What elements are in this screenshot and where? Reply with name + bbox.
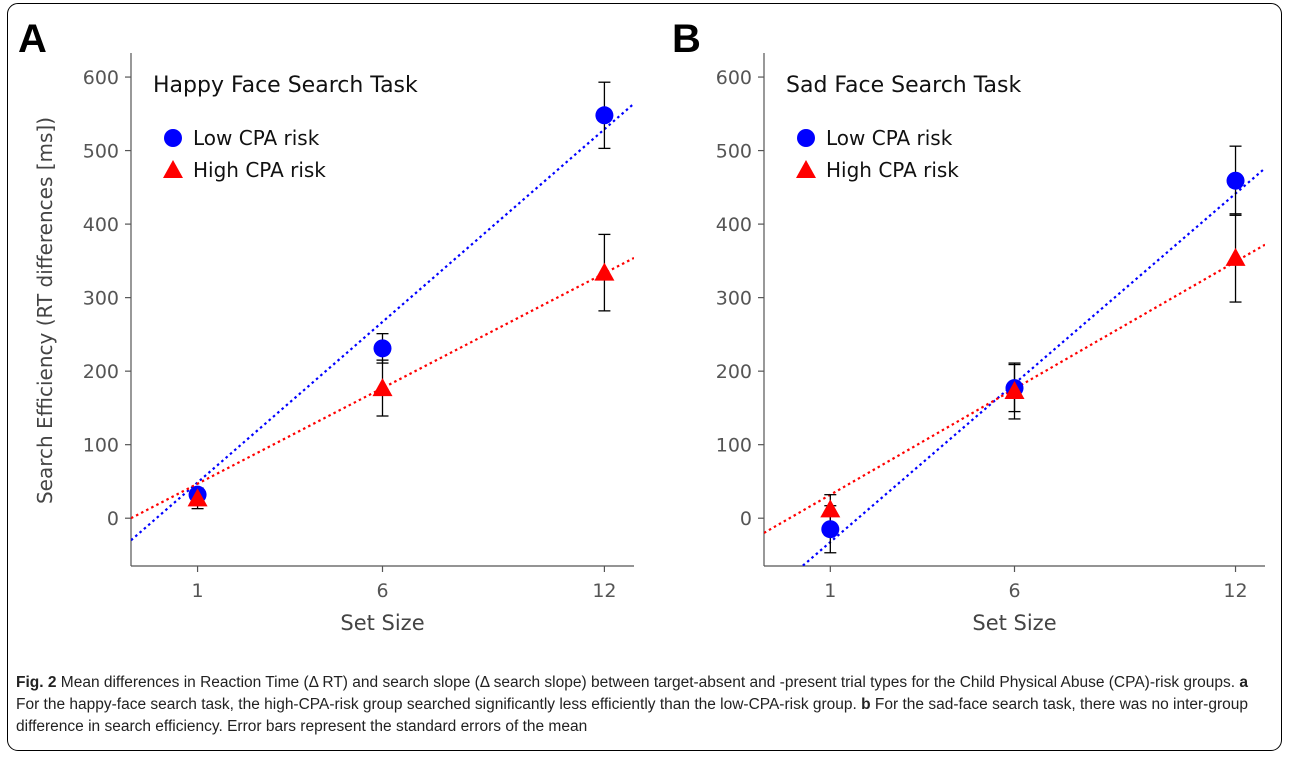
y-tick-label: 500 (83, 141, 119, 163)
y-axis-label-a: Search Efficiency (RT differences [ms]) (33, 117, 57, 504)
y-tick-label: 200 (716, 361, 752, 383)
x-tick-label: 12 (592, 580, 616, 602)
caption-text-1: Mean differences in Reaction Time (Δ RT)… (56, 674, 1240, 691)
point-low (1226, 171, 1245, 190)
legend-marker-high (796, 160, 816, 178)
y-tick-label: 100 (716, 435, 752, 457)
point-high (594, 262, 615, 281)
point-low (595, 106, 614, 125)
panel-a: A 0 100 200 300 400 500 600 1 6 12 Set Size Search E… (18, 17, 634, 635)
caption-fig-label: Fig. 2 (16, 674, 57, 691)
y-tick-label: 500 (716, 141, 752, 163)
panel-letter-a: A (18, 17, 47, 61)
panel-title-b: Sad Face Search Task (786, 73, 1021, 98)
point-high (1225, 247, 1246, 266)
caption-label-a: a (1239, 674, 1249, 691)
caption-text-2: For the happy-face search task, the high… (16, 696, 862, 713)
x-axis-label-b: Set Size (972, 611, 1056, 635)
x-tick-label: 12 (1223, 580, 1247, 602)
x-tick-label: 6 (1008, 580, 1020, 602)
point-high (820, 499, 841, 518)
caption-text-3: For the sad-face search task, there was … (16, 696, 1248, 735)
y-tick-label: 400 (716, 214, 752, 236)
point-low (373, 339, 392, 358)
y-tick-label: 400 (83, 214, 119, 236)
x-tick-label: 6 (376, 580, 388, 602)
panel-title-a: Happy Face Search Task (153, 73, 418, 98)
x-tick-label: 1 (824, 580, 836, 602)
y-tick-label: 0 (107, 508, 119, 530)
panel-letter-b: B (672, 17, 701, 61)
x-axis-label-a: Set Size (340, 611, 424, 635)
legend-label-high: High CPA risk (193, 158, 326, 182)
figure-caption: Fig. 2 Mean differences in Reaction Time… (16, 672, 1266, 738)
trendline-low-a (131, 102, 634, 542)
legend-label-low: Low CPA risk (826, 126, 953, 150)
legend-marker-high (163, 160, 183, 178)
y-tick-label: 600 (716, 67, 752, 89)
y-tick-label: 200 (83, 361, 119, 383)
x-tick-label: 1 (192, 580, 204, 602)
legend-marker-low (797, 129, 815, 147)
point-low (821, 520, 840, 539)
legend-label-high: High CPA risk (826, 158, 959, 182)
point-high (187, 488, 208, 507)
trendline-low-b (800, 167, 1265, 566)
point-high (372, 378, 393, 397)
legend-label-low: Low CPA risk (193, 126, 320, 150)
point-high (1004, 381, 1025, 400)
legend-marker-low (164, 129, 182, 147)
panel-b: B 0 100 200 300 400 500 600 1 6 12 Set Size Sad Face… (672, 17, 1265, 635)
y-tick-label: 100 (83, 435, 119, 457)
y-tick-label: 600 (83, 67, 119, 89)
caption-label-b: b (861, 696, 871, 713)
y-tick-label: 300 (83, 288, 119, 310)
figure-frame (7, 3, 1282, 751)
y-tick-label: 300 (716, 288, 752, 310)
y-tick-label: 0 (740, 508, 752, 530)
